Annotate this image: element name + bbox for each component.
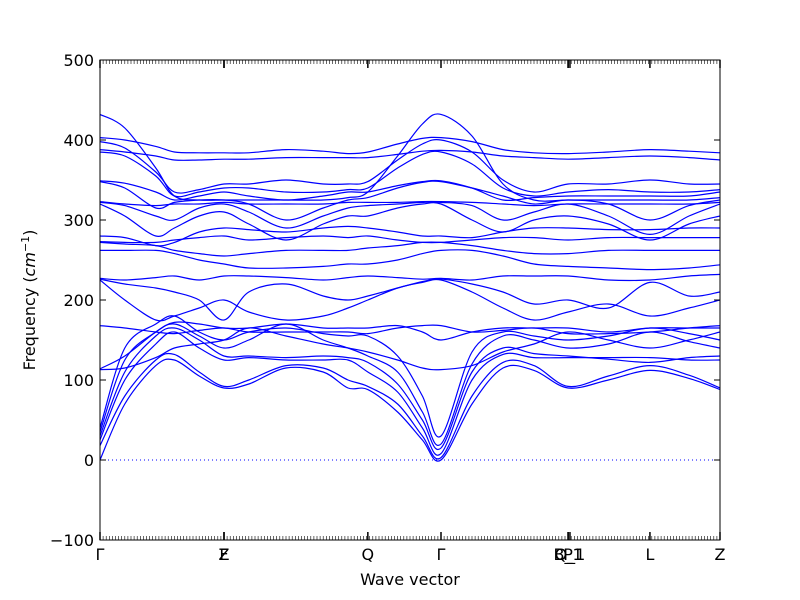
band-line-13 bbox=[100, 249, 720, 271]
band-line-21 bbox=[100, 179, 720, 201]
band-line-19 bbox=[100, 200, 720, 207]
x-tick-label: Z bbox=[715, 545, 726, 564]
band-line-23 bbox=[100, 138, 720, 194]
band-line-9 bbox=[100, 324, 720, 335]
y-axis-label-text: Frequency ( bbox=[20, 276, 39, 370]
x-tick-label: F bbox=[219, 545, 228, 564]
y-axis: −100 0 100 200 300 400 500 bbox=[50, 51, 720, 550]
band-line-10 bbox=[100, 278, 720, 322]
band-line-16 bbox=[100, 225, 720, 247]
band-line-2 bbox=[100, 352, 720, 460]
band-line-8 bbox=[100, 321, 720, 370]
band-line-7 bbox=[100, 327, 720, 371]
y-tick-label: 400 bbox=[63, 131, 94, 150]
band-line-14 bbox=[100, 241, 720, 257]
y-tick-label: 300 bbox=[63, 211, 94, 230]
band-line-17 bbox=[100, 202, 720, 241]
y-tick-label: 0 bbox=[84, 451, 94, 470]
series-group bbox=[100, 113, 720, 462]
x-tick-label: Γ bbox=[437, 545, 446, 564]
x-tick-label: L bbox=[645, 545, 654, 564]
x-tick-label: Q_1 bbox=[555, 545, 586, 565]
y-tick-label: 100 bbox=[63, 371, 94, 390]
plot-area bbox=[99, 59, 721, 541]
y-tick-label: 500 bbox=[63, 51, 94, 70]
x-tick-label: Z bbox=[219, 545, 230, 564]
y-axis-label-exponent: −1 bbox=[19, 236, 32, 252]
band-line-4 bbox=[100, 327, 720, 451]
band-line-1 bbox=[100, 358, 720, 462]
band-line-22 bbox=[100, 150, 720, 198]
x-tick-label: Q bbox=[362, 545, 375, 564]
band-line-18 bbox=[100, 201, 720, 236]
y-axis-label-close: ) bbox=[20, 230, 39, 236]
band-line-24 bbox=[100, 113, 720, 202]
band-line-12 bbox=[100, 273, 720, 282]
y-tick-label: 200 bbox=[63, 291, 94, 310]
y-tick-label: −100 bbox=[50, 531, 94, 550]
band-line-6 bbox=[100, 315, 720, 438]
band-line-20 bbox=[100, 180, 720, 221]
x-tick-label: Γ bbox=[96, 545, 105, 564]
band-line-5 bbox=[100, 323, 720, 447]
band-line-26 bbox=[100, 136, 720, 155]
band-line-15 bbox=[100, 235, 720, 244]
band-line-11 bbox=[100, 278, 720, 321]
band-line-25 bbox=[100, 149, 720, 161]
y-axis-label-unit: cm bbox=[20, 252, 39, 276]
x-tick-label: P bbox=[563, 545, 573, 564]
y-axis-label: Frequency (cm−1) bbox=[19, 230, 39, 371]
x-tick-label: B_1 bbox=[554, 545, 583, 565]
x-axis-label: Wave vector bbox=[360, 570, 460, 589]
x-axis: Γ FZ Q Γ PB_1Q_1 L Z bbox=[96, 60, 726, 565]
